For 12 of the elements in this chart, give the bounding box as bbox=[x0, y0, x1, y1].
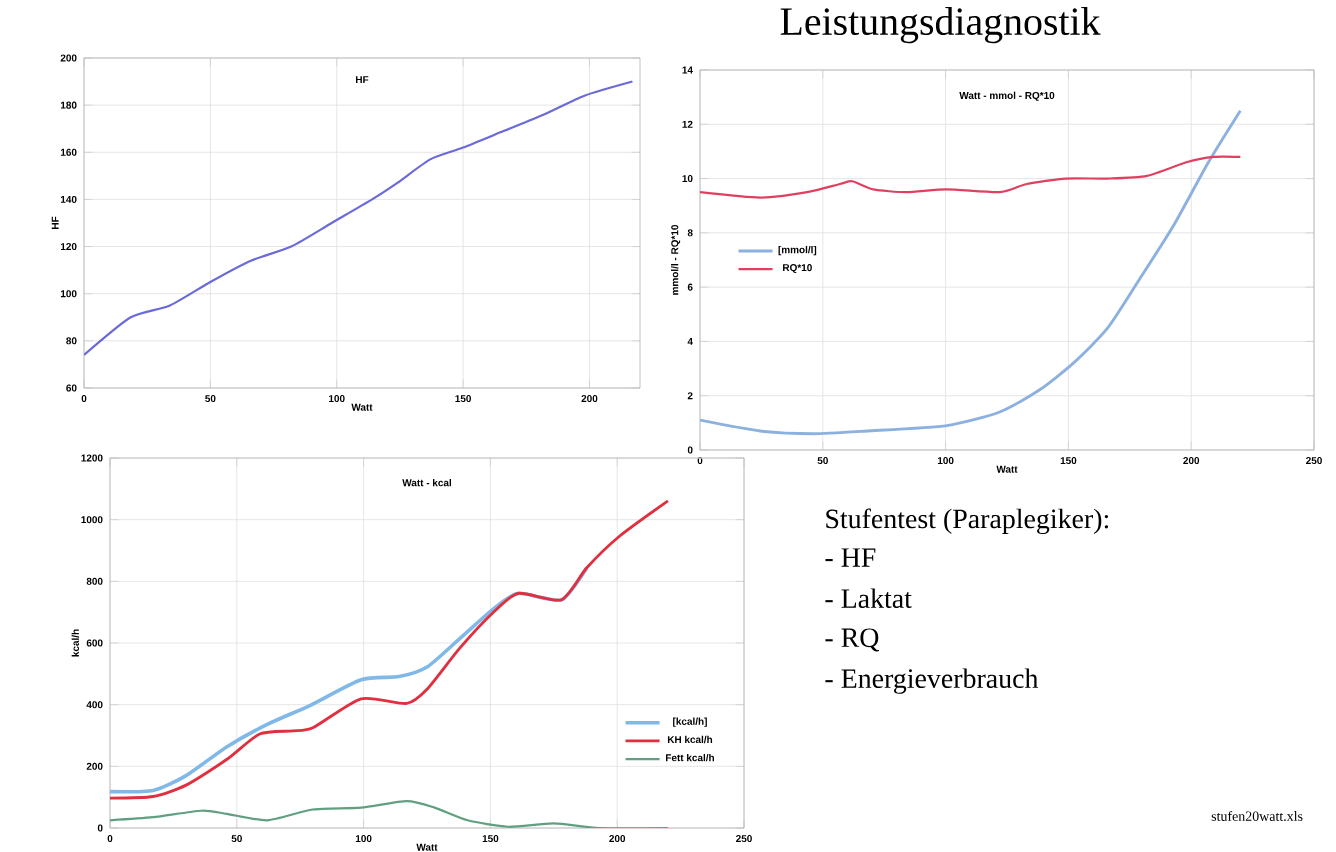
line-series bbox=[110, 565, 589, 794]
text: - Laktat bbox=[825, 588, 912, 609]
text: - RQ bbox=[825, 628, 879, 652]
line-series bbox=[700, 155, 1242, 199]
text: Leistungsdiagnostik bbox=[780, 7, 1101, 44]
line-series bbox=[700, 109, 1242, 436]
text: Stufentest (Paraplegiker): bbox=[826, 508, 1109, 535]
line-series bbox=[110, 499, 670, 800]
text: - Energieverbrauch bbox=[825, 668, 1039, 694]
line-series bbox=[110, 800, 670, 828]
line-series bbox=[84, 80, 634, 357]
text: - HF bbox=[825, 548, 876, 567]
